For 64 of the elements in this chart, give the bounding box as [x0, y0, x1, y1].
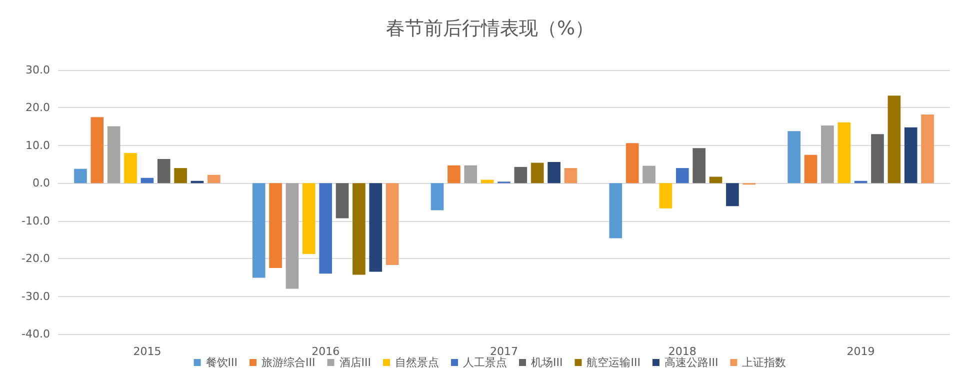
bar [386, 183, 399, 265]
bar [888, 96, 901, 184]
bar [676, 168, 689, 184]
legend-label: 人工景点 [463, 356, 507, 369]
bar [302, 183, 316, 254]
legend-label: 上证指数 [742, 356, 786, 369]
y-tick-label: -10.0 [22, 214, 50, 228]
bar [514, 166, 528, 184]
y-tick-label: 10.0 [26, 138, 50, 152]
bar [821, 125, 834, 184]
bar [642, 166, 656, 184]
bar [804, 154, 818, 184]
x-tick-label: 2018 [668, 345, 696, 358]
bar [319, 183, 332, 274]
bar [107, 126, 120, 184]
y-tick-label: 0.0 [32, 176, 50, 190]
bar [369, 183, 382, 272]
y-tick-label: 30.0 [26, 64, 50, 76]
x-tick-label: 2016 [312, 345, 340, 358]
legend-label: 自然景点 [395, 356, 439, 369]
x-tick-label: 2017 [490, 345, 518, 358]
legend-label: 旅游综合III [262, 356, 316, 369]
chart-title: 春节前后行情表现（%） [386, 18, 594, 40]
bar [208, 174, 220, 184]
bar [140, 178, 154, 184]
y-tick-label: -30.0 [22, 290, 50, 303]
bar [336, 183, 349, 218]
bar [871, 134, 884, 184]
bar [709, 176, 722, 184]
y-tick-label: -20.0 [22, 252, 50, 266]
bar [124, 152, 137, 184]
legend-label: 机场III [531, 356, 563, 369]
bar [564, 168, 578, 184]
bar [448, 165, 460, 184]
bar [626, 143, 639, 184]
bar [904, 127, 918, 184]
bar [74, 168, 87, 184]
bar [726, 183, 739, 206]
bar [157, 159, 170, 184]
legend-label: 酒店III [339, 356, 371, 369]
bar [548, 162, 560, 184]
legend-label: 航空运输III [586, 356, 640, 369]
bar [90, 117, 104, 184]
bar [269, 183, 282, 268]
bar [480, 180, 494, 184]
legend-label: 高速公路III [664, 356, 718, 369]
legend-label: 餐饮III [206, 356, 238, 369]
bar [921, 114, 934, 184]
x-tick-label: 2019 [846, 345, 875, 358]
y-tick-label: 20.0 [26, 101, 50, 114]
x-tick-label: 2015 [133, 345, 162, 358]
bar [430, 183, 444, 210]
bar [530, 162, 544, 184]
bar [252, 183, 266, 278]
bar [609, 183, 622, 238]
bar [352, 183, 366, 275]
bar [692, 148, 706, 184]
y-tick-label: -40.0 [22, 328, 50, 340]
bar [174, 168, 187, 184]
bar [659, 183, 672, 208]
bar [838, 122, 851, 184]
bar [286, 183, 299, 289]
bar [788, 131, 800, 184]
bar [464, 165, 478, 184]
